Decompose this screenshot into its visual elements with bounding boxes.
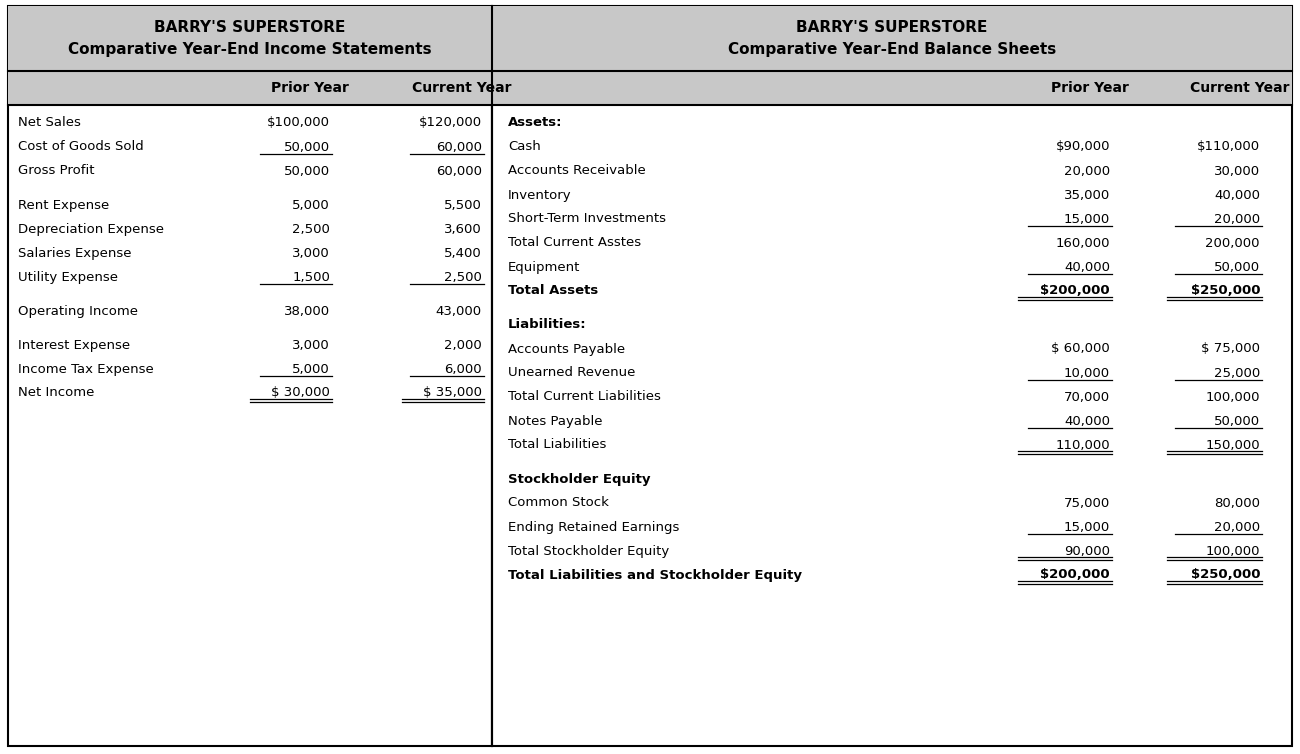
Text: BARRY'S SUPERSTORE: BARRY'S SUPERSTORE xyxy=(797,20,988,35)
Bar xyxy=(8,71,491,105)
Text: 160,000: 160,000 xyxy=(1056,237,1110,250)
Text: 15,000: 15,000 xyxy=(1063,213,1110,225)
Text: Income Tax Expense: Income Tax Expense xyxy=(18,363,153,375)
Text: BARRY'S SUPERSTORE: BARRY'S SUPERSTORE xyxy=(155,20,346,35)
Text: 40,000: 40,000 xyxy=(1063,260,1110,274)
Text: Total Assets: Total Assets xyxy=(508,284,598,298)
Text: $100,000: $100,000 xyxy=(266,117,330,130)
Text: Salaries Expense: Salaries Expense xyxy=(18,247,131,259)
Text: 150,000: 150,000 xyxy=(1205,439,1260,452)
Text: 40,000: 40,000 xyxy=(1063,415,1110,428)
Text: Accounts Receivable: Accounts Receivable xyxy=(508,164,646,177)
Text: $200,000: $200,000 xyxy=(1040,284,1110,298)
Text: Utility Expense: Utility Expense xyxy=(18,271,118,284)
Text: Short-Term Investments: Short-Term Investments xyxy=(508,213,666,225)
Text: 10,000: 10,000 xyxy=(1063,366,1110,379)
Bar xyxy=(8,6,491,746)
Text: 100,000: 100,000 xyxy=(1205,544,1260,557)
Bar xyxy=(491,6,1292,71)
Text: Total Current Asstes: Total Current Asstes xyxy=(508,237,641,250)
Text: $ 60,000: $ 60,000 xyxy=(1052,342,1110,355)
Text: 110,000: 110,000 xyxy=(1056,439,1110,452)
Text: 3,000: 3,000 xyxy=(292,247,330,259)
Text: Prior Year: Prior Year xyxy=(1052,81,1128,95)
Text: 40,000: 40,000 xyxy=(1214,188,1260,201)
Text: 5,000: 5,000 xyxy=(292,363,330,375)
Text: 90,000: 90,000 xyxy=(1063,544,1110,557)
Text: 20,000: 20,000 xyxy=(1214,213,1260,225)
Text: 200,000: 200,000 xyxy=(1205,237,1260,250)
Bar xyxy=(491,6,1292,746)
Text: Depreciation Expense: Depreciation Expense xyxy=(18,222,164,235)
Text: Operating Income: Operating Income xyxy=(18,305,138,317)
Text: 5,400: 5,400 xyxy=(445,247,482,259)
Text: Net Sales: Net Sales xyxy=(18,117,81,130)
Text: $250,000: $250,000 xyxy=(1191,284,1260,298)
Text: 1,500: 1,500 xyxy=(292,271,330,284)
Text: 25,000: 25,000 xyxy=(1214,366,1260,379)
Text: 70,000: 70,000 xyxy=(1063,391,1110,403)
Text: Inventory: Inventory xyxy=(508,188,572,201)
Text: 2,500: 2,500 xyxy=(445,271,482,284)
Text: Total Stockholder Equity: Total Stockholder Equity xyxy=(508,544,670,557)
Text: 5,500: 5,500 xyxy=(445,198,482,212)
Text: Common Stock: Common Stock xyxy=(508,496,608,510)
Text: Gross Profit: Gross Profit xyxy=(18,164,95,177)
Text: Assets:: Assets: xyxy=(508,117,563,130)
Text: Accounts Payable: Accounts Payable xyxy=(508,342,625,355)
Text: 15,000: 15,000 xyxy=(1063,520,1110,534)
Text: Liabilities:: Liabilities: xyxy=(508,318,586,332)
Text: 50,000: 50,000 xyxy=(283,164,330,177)
Text: $ 75,000: $ 75,000 xyxy=(1201,342,1260,355)
Text: $200,000: $200,000 xyxy=(1040,569,1110,581)
Text: 60,000: 60,000 xyxy=(436,164,482,177)
Text: Current Year: Current Year xyxy=(412,81,512,95)
Text: 30,000: 30,000 xyxy=(1214,164,1260,177)
Text: 3,000: 3,000 xyxy=(292,339,330,351)
Text: $90,000: $90,000 xyxy=(1056,140,1110,154)
Text: 2,000: 2,000 xyxy=(445,339,482,351)
Text: 80,000: 80,000 xyxy=(1214,496,1260,510)
Text: Interest Expense: Interest Expense xyxy=(18,339,130,351)
Bar xyxy=(491,71,1292,105)
Text: $ 30,000: $ 30,000 xyxy=(272,387,330,400)
Text: 50,000: 50,000 xyxy=(283,140,330,154)
Text: 3,600: 3,600 xyxy=(445,222,482,235)
Text: Current Year: Current Year xyxy=(1191,81,1290,95)
Text: Comparative Year-End Income Statements: Comparative Year-End Income Statements xyxy=(68,42,432,57)
Text: $250,000: $250,000 xyxy=(1191,569,1260,581)
Text: 35,000: 35,000 xyxy=(1063,188,1110,201)
Text: Prior Year: Prior Year xyxy=(272,81,348,95)
Text: 50,000: 50,000 xyxy=(1214,260,1260,274)
Text: Cash: Cash xyxy=(508,140,541,154)
Text: 2,500: 2,500 xyxy=(292,222,330,235)
Text: Total Liabilities: Total Liabilities xyxy=(508,439,606,452)
Text: Ending Retained Earnings: Ending Retained Earnings xyxy=(508,520,680,534)
Text: 5,000: 5,000 xyxy=(292,198,330,212)
Text: 20,000: 20,000 xyxy=(1214,520,1260,534)
Text: 38,000: 38,000 xyxy=(283,305,330,317)
Text: Unearned Revenue: Unearned Revenue xyxy=(508,366,636,379)
Text: Rent Expense: Rent Expense xyxy=(18,198,109,212)
Text: $120,000: $120,000 xyxy=(419,117,482,130)
Text: Notes Payable: Notes Payable xyxy=(508,415,602,428)
Text: 43,000: 43,000 xyxy=(436,305,482,317)
Text: Total Current Liabilities: Total Current Liabilities xyxy=(508,391,660,403)
Text: $ 35,000: $ 35,000 xyxy=(422,387,482,400)
Text: Total Liabilities and Stockholder Equity: Total Liabilities and Stockholder Equity xyxy=(508,569,802,581)
Text: Equipment: Equipment xyxy=(508,260,580,274)
Text: 50,000: 50,000 xyxy=(1214,415,1260,428)
Text: 75,000: 75,000 xyxy=(1063,496,1110,510)
Text: 60,000: 60,000 xyxy=(436,140,482,154)
Text: $110,000: $110,000 xyxy=(1197,140,1260,154)
Text: Stockholder Equity: Stockholder Equity xyxy=(508,473,650,486)
Bar xyxy=(8,6,491,71)
Text: Net Income: Net Income xyxy=(18,387,95,400)
Text: 6,000: 6,000 xyxy=(445,363,482,375)
Text: Cost of Goods Sold: Cost of Goods Sold xyxy=(18,140,144,154)
Text: 20,000: 20,000 xyxy=(1063,164,1110,177)
Text: Comparative Year-End Balance Sheets: Comparative Year-End Balance Sheets xyxy=(728,42,1056,57)
Text: 100,000: 100,000 xyxy=(1205,391,1260,403)
